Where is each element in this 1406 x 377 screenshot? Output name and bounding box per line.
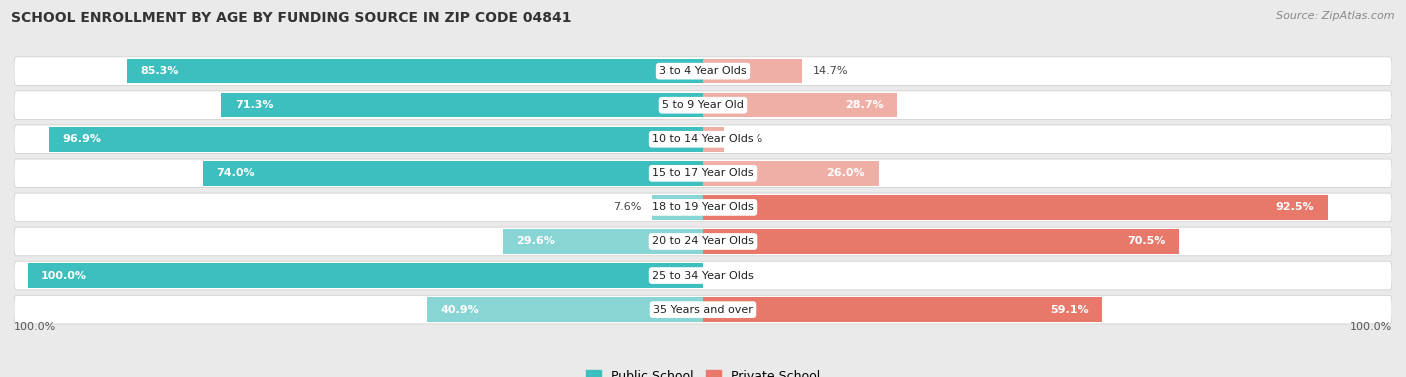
Bar <box>204 161 703 185</box>
Bar <box>28 263 703 288</box>
Text: 29.6%: 29.6% <box>516 236 555 247</box>
Bar <box>703 127 724 152</box>
Text: Source: ZipAtlas.com: Source: ZipAtlas.com <box>1277 11 1395 21</box>
FancyBboxPatch shape <box>14 57 1392 86</box>
Bar <box>703 59 803 83</box>
FancyBboxPatch shape <box>14 227 1392 256</box>
Text: 25 to 34 Year Olds: 25 to 34 Year Olds <box>652 271 754 280</box>
Bar <box>703 229 1180 254</box>
Text: 3.1%: 3.1% <box>734 134 762 144</box>
FancyBboxPatch shape <box>14 159 1392 188</box>
Text: 0.0%: 0.0% <box>713 271 741 280</box>
FancyBboxPatch shape <box>14 193 1392 222</box>
FancyBboxPatch shape <box>14 91 1392 120</box>
Text: 10 to 14 Year Olds: 10 to 14 Year Olds <box>652 134 754 144</box>
Text: 20 to 24 Year Olds: 20 to 24 Year Olds <box>652 236 754 247</box>
Text: 100.0%: 100.0% <box>41 271 87 280</box>
Bar <box>651 195 703 220</box>
Text: SCHOOL ENROLLMENT BY AGE BY FUNDING SOURCE IN ZIP CODE 04841: SCHOOL ENROLLMENT BY AGE BY FUNDING SOUR… <box>11 11 572 25</box>
Text: 96.9%: 96.9% <box>62 134 101 144</box>
Legend: Public School, Private School: Public School, Private School <box>581 365 825 377</box>
FancyBboxPatch shape <box>14 125 1392 153</box>
Text: 15 to 17 Year Olds: 15 to 17 Year Olds <box>652 169 754 178</box>
Bar <box>703 297 1102 322</box>
Text: 70.5%: 70.5% <box>1128 236 1166 247</box>
Text: 59.1%: 59.1% <box>1050 305 1088 315</box>
Text: 28.7%: 28.7% <box>845 100 883 110</box>
Bar <box>221 93 703 118</box>
Text: 40.9%: 40.9% <box>440 305 479 315</box>
FancyBboxPatch shape <box>14 261 1392 290</box>
Text: 85.3%: 85.3% <box>141 66 179 76</box>
Text: 18 to 19 Year Olds: 18 to 19 Year Olds <box>652 202 754 212</box>
Text: 5 to 9 Year Old: 5 to 9 Year Old <box>662 100 744 110</box>
Bar <box>427 297 703 322</box>
Bar <box>503 229 703 254</box>
Text: 35 Years and over: 35 Years and over <box>652 305 754 315</box>
Bar <box>127 59 703 83</box>
Text: 74.0%: 74.0% <box>217 169 256 178</box>
Text: 7.6%: 7.6% <box>613 202 641 212</box>
Text: 26.0%: 26.0% <box>827 169 865 178</box>
Bar <box>703 195 1327 220</box>
Text: 71.3%: 71.3% <box>235 100 273 110</box>
Text: 92.5%: 92.5% <box>1275 202 1315 212</box>
Bar <box>703 93 897 118</box>
Bar <box>48 127 703 152</box>
FancyBboxPatch shape <box>14 295 1392 324</box>
Bar <box>703 161 879 185</box>
Text: 3 to 4 Year Olds: 3 to 4 Year Olds <box>659 66 747 76</box>
Text: 100.0%: 100.0% <box>1350 322 1392 332</box>
Text: 100.0%: 100.0% <box>14 322 56 332</box>
Text: 14.7%: 14.7% <box>813 66 848 76</box>
